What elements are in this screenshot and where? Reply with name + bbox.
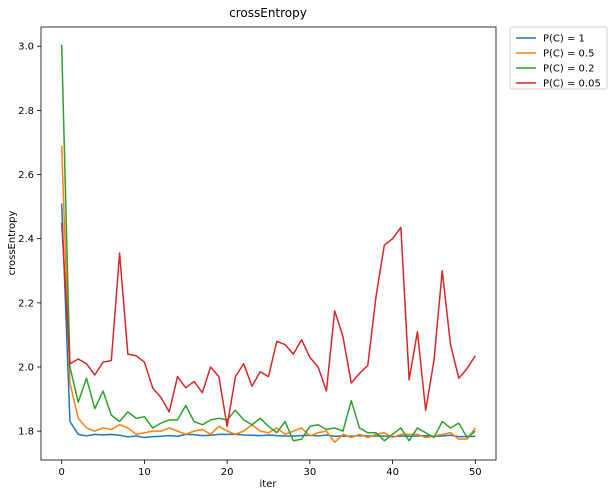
x-axis-label: iter xyxy=(260,479,278,490)
legend-label-1: P(C) = 0.5 xyxy=(543,49,594,60)
x-tick-label: 20 xyxy=(221,467,234,478)
y-tick-label: 2.6 xyxy=(18,170,34,181)
series-line-2 xyxy=(60,44,476,442)
x-tick-label: 50 xyxy=(469,467,482,478)
plot-area xyxy=(60,44,476,444)
y-tick-label: 2.8 xyxy=(18,106,34,117)
legend: P(C) = 1 P(C) = 0.5 P(C) = 0.2 P(C) = 0.05 xyxy=(509,26,608,90)
legend-label-2: P(C) = 0.2 xyxy=(543,64,594,75)
x-tick-label: 0 xyxy=(58,467,64,478)
x-tick-label: 10 xyxy=(138,467,151,478)
x-axis: 0 10 20 30 40 50 xyxy=(58,460,482,478)
x-tick-label: 40 xyxy=(386,467,399,478)
plot-frame xyxy=(40,26,497,461)
x-tick-label: 30 xyxy=(303,467,316,478)
y-axis-label: crossEntropy xyxy=(7,211,18,276)
y-tick-label: 2.0 xyxy=(18,362,34,373)
chart-title: crossEntropy xyxy=(229,6,307,20)
legend-label-3: P(C) = 0.05 xyxy=(543,79,601,90)
y-tick-label: 3.0 xyxy=(18,42,34,53)
series-line-0 xyxy=(60,203,476,439)
y-tick-label: 1.8 xyxy=(18,427,34,438)
y-axis: 1.8 2.0 2.2 2.4 2.6 2.8 3.0 xyxy=(18,42,41,438)
y-tick-label: 2.4 xyxy=(18,234,34,245)
legend-frame xyxy=(509,26,608,90)
series-line-1 xyxy=(60,145,476,444)
legend-label-0: P(C) = 1 xyxy=(543,34,585,45)
series-line-3 xyxy=(60,222,476,428)
y-tick-label: 2.2 xyxy=(18,298,34,309)
